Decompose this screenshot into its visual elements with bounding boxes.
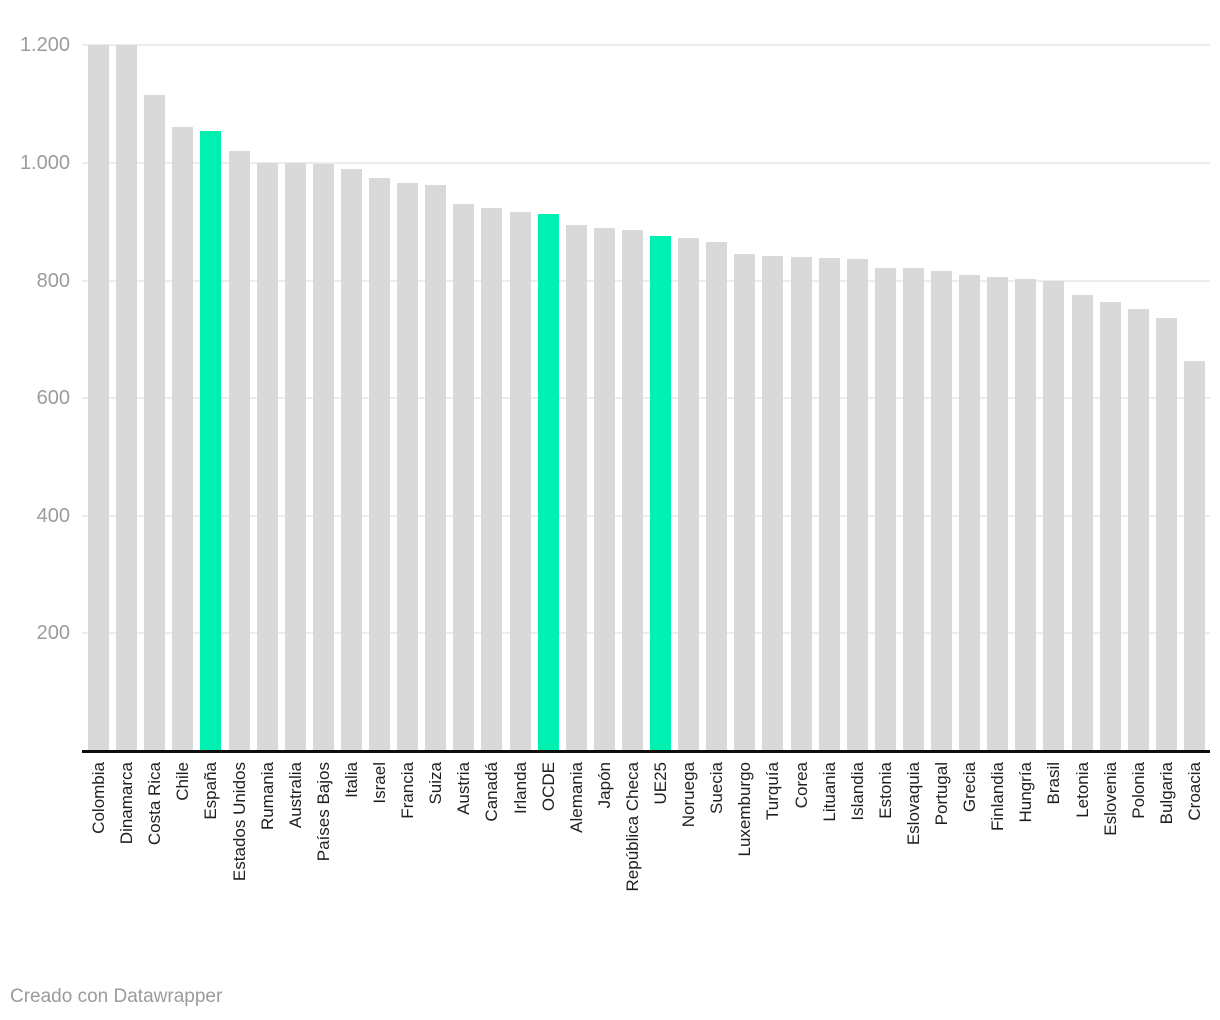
x-axis-label-japon: Japón <box>594 762 614 809</box>
x-axis-label-ue25: UE25 <box>650 762 670 805</box>
bar-noruega[interactable] <box>678 238 699 751</box>
bar-espana[interactable] <box>200 131 221 751</box>
x-axis-label-letonia: Letonia <box>1072 762 1092 818</box>
bar-croacia[interactable] <box>1184 361 1205 751</box>
bar-lituania[interactable] <box>819 258 840 751</box>
bar-estados-unidos[interactable] <box>229 151 250 751</box>
bar-luxemburgo[interactable] <box>734 254 755 751</box>
bar-dinamarca[interactable] <box>116 45 137 751</box>
x-axis-label-suecia: Suecia <box>706 762 726 814</box>
bar-francia[interactable] <box>397 183 418 751</box>
x-axis-label-brasil: Brasil <box>1043 762 1063 805</box>
gridline-600 <box>82 397 1210 400</box>
bar-brasil[interactable] <box>1043 281 1064 751</box>
x-axis-label-luxemburgo: Luxemburgo <box>734 762 754 857</box>
x-axis-label-costa-rica: Costa Rica <box>144 762 164 846</box>
gridline-1.000 <box>82 162 1210 164</box>
x-axis-label-noruega: Noruega <box>678 762 698 828</box>
y-axis-tick-label: 600 <box>36 387 70 410</box>
x-axis-label-espana: España <box>200 762 220 820</box>
bar-bulgaria[interactable] <box>1156 318 1177 751</box>
bar-alemania[interactable] <box>566 225 587 751</box>
bar-paises-bajos[interactable] <box>313 164 334 751</box>
bar-austria[interactable] <box>453 204 474 751</box>
x-axis-label-eslovenia: Eslovenia <box>1100 762 1120 836</box>
bar-eslovaquia[interactable] <box>903 268 924 751</box>
bar-republica-checa[interactable] <box>622 230 643 751</box>
x-axis-label-israel: Israel <box>369 762 389 804</box>
y-axis-tick-label: 400 <box>36 504 70 527</box>
x-axis-label-australia: Australia <box>285 762 305 829</box>
bar-hungria[interactable] <box>1015 279 1036 751</box>
bar-colombia[interactable] <box>88 45 109 751</box>
x-axis-label-finlandia: Finlandia <box>987 762 1007 831</box>
datawrapper-credit-link[interactable]: Creado con Datawrapper <box>10 986 223 1007</box>
bar-finlandia[interactable] <box>987 277 1008 751</box>
x-axis-label-austria: Austria <box>453 762 473 815</box>
gridline-400 <box>82 514 1210 517</box>
bar-letonia[interactable] <box>1072 295 1093 751</box>
bar-ocde[interactable] <box>538 214 559 751</box>
x-axis-label-ocde: OCDE <box>538 762 558 812</box>
x-axis-label-corea: Corea <box>791 762 811 809</box>
bar-japon[interactable] <box>594 228 615 751</box>
x-axis-label-portugal: Portugal <box>931 762 951 826</box>
x-axis-label-hungria: Hungría <box>1015 762 1035 823</box>
y-axis-tick-label: 1.000 <box>19 152 70 174</box>
bar-australia[interactable] <box>285 163 306 751</box>
bar-grecia[interactable] <box>959 275 980 751</box>
x-axis-label-paises-bajos: Países Bajos <box>313 762 333 862</box>
x-axis-label-dinamarca: Dinamarca <box>116 762 136 845</box>
bar-canada[interactable] <box>481 208 502 751</box>
x-axis-label-irlanda: Irlanda <box>510 762 530 814</box>
x-axis-label-eslovaquia: Eslovaquia <box>903 762 923 846</box>
x-axis-label-estados-unidos: Estados Unidos <box>229 762 249 882</box>
x-axis-label-turquia: Turquía <box>762 762 782 820</box>
bar-estonia[interactable] <box>875 268 896 751</box>
bar-islandia[interactable] <box>847 259 868 751</box>
bar-chile[interactable] <box>172 127 193 751</box>
x-axis-label-islandia: Islandia <box>847 762 867 821</box>
bar-eslovenia[interactable] <box>1100 302 1121 751</box>
bar-suecia[interactable] <box>706 242 727 751</box>
x-axis-label-lituania: Lituania <box>819 762 839 822</box>
x-axis-label-suiza: Suiza <box>425 762 445 805</box>
x-axis-label-rumania: Rumania <box>257 762 277 831</box>
bar-polonia[interactable] <box>1128 309 1149 751</box>
x-axis-label-colombia: Colombia <box>88 762 108 834</box>
x-axis-label-chile: Chile <box>172 762 192 801</box>
x-axis-label-bulgaria: Bulgaria <box>1156 762 1176 825</box>
x-axis-label-polonia: Polonia <box>1128 762 1148 819</box>
x-axis-label-alemania: Alemania <box>566 762 586 833</box>
bar-costa-rica[interactable] <box>144 95 165 751</box>
y-axis-tick-label: 200 <box>36 622 70 645</box>
x-axis-label-croacia: Croacia <box>1184 762 1204 821</box>
bar-italia[interactable] <box>341 169 362 751</box>
y-axis-tick-label: 800 <box>36 269 70 292</box>
bar-ue25[interactable] <box>650 236 671 751</box>
bar-suiza[interactable] <box>425 185 446 751</box>
x-axis-line <box>82 750 1210 753</box>
x-axis-label-canada: Canadá <box>481 762 501 822</box>
x-axis-label-francia: Francia <box>397 762 417 819</box>
bar-israel[interactable] <box>369 178 390 751</box>
x-axis-label-grecia: Grecia <box>959 762 979 813</box>
x-axis-label-republica-checa: República Checa <box>622 762 642 892</box>
bar-irlanda[interactable] <box>510 212 531 751</box>
gridline-800 <box>82 279 1210 282</box>
bar-turquia[interactable] <box>762 256 783 751</box>
x-axis-label-estonia: Estonia <box>875 762 895 819</box>
y-axis-tick-label: 1.200 <box>19 34 70 57</box>
bar-portugal[interactable] <box>931 271 952 751</box>
bar-corea[interactable] <box>791 257 812 751</box>
bar-rumania[interactable] <box>257 163 278 751</box>
gridline-1.200 <box>82 44 1210 47</box>
x-axis-label-italia: Italia <box>341 762 361 798</box>
gridline-200 <box>82 632 1210 635</box>
